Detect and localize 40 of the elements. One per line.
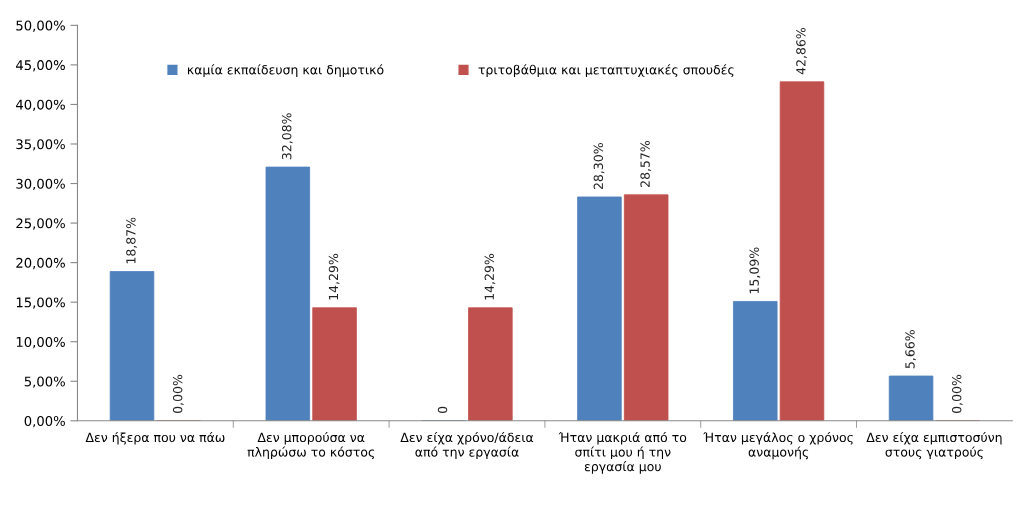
y-tick-label: 45,00% <box>16 60 65 72</box>
data-label: 14,29% <box>328 253 340 300</box>
x-tick-label: Δεν είχα εμπιστοσύνη στους γιατρούς <box>866 431 1002 460</box>
y-tick-label: 20,00% <box>16 257 65 270</box>
x-tick-label: Ήταν μακριά από το σπίτι μου ή την εργασία μου <box>558 431 687 474</box>
data-label: 0 <box>437 406 448 414</box>
y-tick-label: 40,00% <box>16 99 65 111</box>
y-tick-label: 50,00% <box>16 20 65 32</box>
y-tick-label: 25,00% <box>16 218 65 230</box>
data-label: 18,87% <box>126 217 137 264</box>
bar <box>623 194 669 421</box>
y-tick-label: 10,00% <box>16 336 65 349</box>
data-label: 0,00% <box>172 374 184 414</box>
data-label: 42,86% <box>796 27 807 75</box>
x-tick-label: Δεν είχα χρόνο/άδεια από την εργασία <box>400 431 534 460</box>
bar <box>733 301 778 421</box>
data-label: 32,08% <box>281 113 293 160</box>
data-label: 14,29% <box>484 253 496 300</box>
legend-label: καμία εκπαίδευση και δημοτικό <box>187 64 384 77</box>
y-tick-label: 35,00% <box>16 139 65 151</box>
y-tick-label: 5,00% <box>24 376 65 388</box>
data-label: 15,09% <box>749 247 761 294</box>
bar <box>888 375 934 421</box>
bar <box>265 166 311 421</box>
bar <box>577 196 622 421</box>
y-tick-label: 30,00% <box>16 178 65 191</box>
x-tick-label: Δεν μπορούσα να πληρώσω το κόστος <box>247 431 375 460</box>
bar <box>109 271 155 421</box>
y-tick-label: 0,00% <box>24 416 65 428</box>
data-label: 28,57% <box>640 140 652 187</box>
y-tick-label: 15,00% <box>16 297 65 309</box>
bar <box>468 307 513 421</box>
legend-label: τριτοβάθμια και μεταπτυχιακές σπουδές <box>478 64 734 77</box>
data-label: 0,00% <box>951 374 963 414</box>
bar <box>312 307 357 421</box>
data-label: 5,66% <box>905 330 916 369</box>
data-label: 28,30% <box>593 143 605 190</box>
bar <box>779 81 825 421</box>
x-tick-label: Δεν ήξερα που να πάω <box>85 431 225 445</box>
x-tick-label: Ήταν μεγάλος ο χρόνος αναμονής <box>703 431 853 460</box>
